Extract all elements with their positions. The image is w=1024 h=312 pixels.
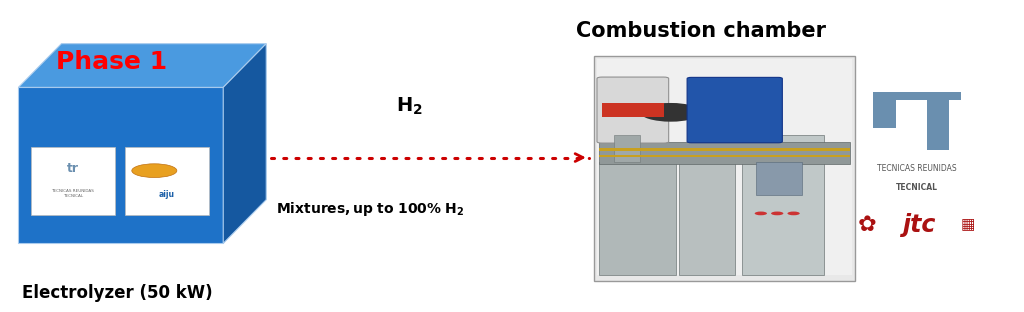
FancyBboxPatch shape xyxy=(614,135,640,163)
FancyBboxPatch shape xyxy=(599,142,850,164)
Circle shape xyxy=(132,164,177,178)
FancyBboxPatch shape xyxy=(599,162,676,275)
FancyBboxPatch shape xyxy=(873,92,961,100)
Circle shape xyxy=(755,212,767,215)
Circle shape xyxy=(771,212,783,215)
FancyBboxPatch shape xyxy=(742,135,824,275)
Text: Electrolyzer (50 kW): Electrolyzer (50 kW) xyxy=(23,284,213,302)
FancyBboxPatch shape xyxy=(679,162,735,275)
Circle shape xyxy=(640,103,701,122)
Polygon shape xyxy=(18,44,266,87)
Polygon shape xyxy=(125,147,209,215)
FancyBboxPatch shape xyxy=(594,56,855,281)
Text: jtc: jtc xyxy=(902,213,935,236)
Text: ✿: ✿ xyxy=(858,215,877,235)
Text: TECNICAL: TECNICAL xyxy=(895,183,938,192)
FancyBboxPatch shape xyxy=(756,162,802,195)
Text: Phase 1: Phase 1 xyxy=(56,51,168,74)
FancyBboxPatch shape xyxy=(599,155,850,157)
Text: ▦: ▦ xyxy=(961,217,975,232)
Text: $\mathbf{H_2}$: $\mathbf{H_2}$ xyxy=(396,95,423,117)
Polygon shape xyxy=(18,87,223,243)
Text: TECNICAS REUNIDAS
TECNICAL: TECNICAS REUNIDAS TECNICAL xyxy=(51,189,94,198)
Text: tr: tr xyxy=(67,162,79,175)
FancyBboxPatch shape xyxy=(873,100,896,128)
Text: TECNICAS REUNIDAS: TECNICAS REUNIDAS xyxy=(877,164,956,173)
Text: $\mathbf{Mixtures, up\ to\ 100\%\ H_2}$: $\mathbf{Mixtures, up\ to\ 100\%\ H_2}$ xyxy=(276,200,465,218)
FancyBboxPatch shape xyxy=(687,77,782,143)
FancyBboxPatch shape xyxy=(597,77,669,143)
Polygon shape xyxy=(31,147,115,215)
Text: aiju: aiju xyxy=(159,190,175,199)
Circle shape xyxy=(787,212,800,215)
Polygon shape xyxy=(223,44,266,243)
FancyBboxPatch shape xyxy=(599,148,850,150)
FancyBboxPatch shape xyxy=(927,100,949,128)
Text: Combustion chamber: Combustion chamber xyxy=(577,21,826,41)
FancyBboxPatch shape xyxy=(602,103,664,117)
FancyBboxPatch shape xyxy=(597,59,852,275)
FancyBboxPatch shape xyxy=(927,126,949,150)
